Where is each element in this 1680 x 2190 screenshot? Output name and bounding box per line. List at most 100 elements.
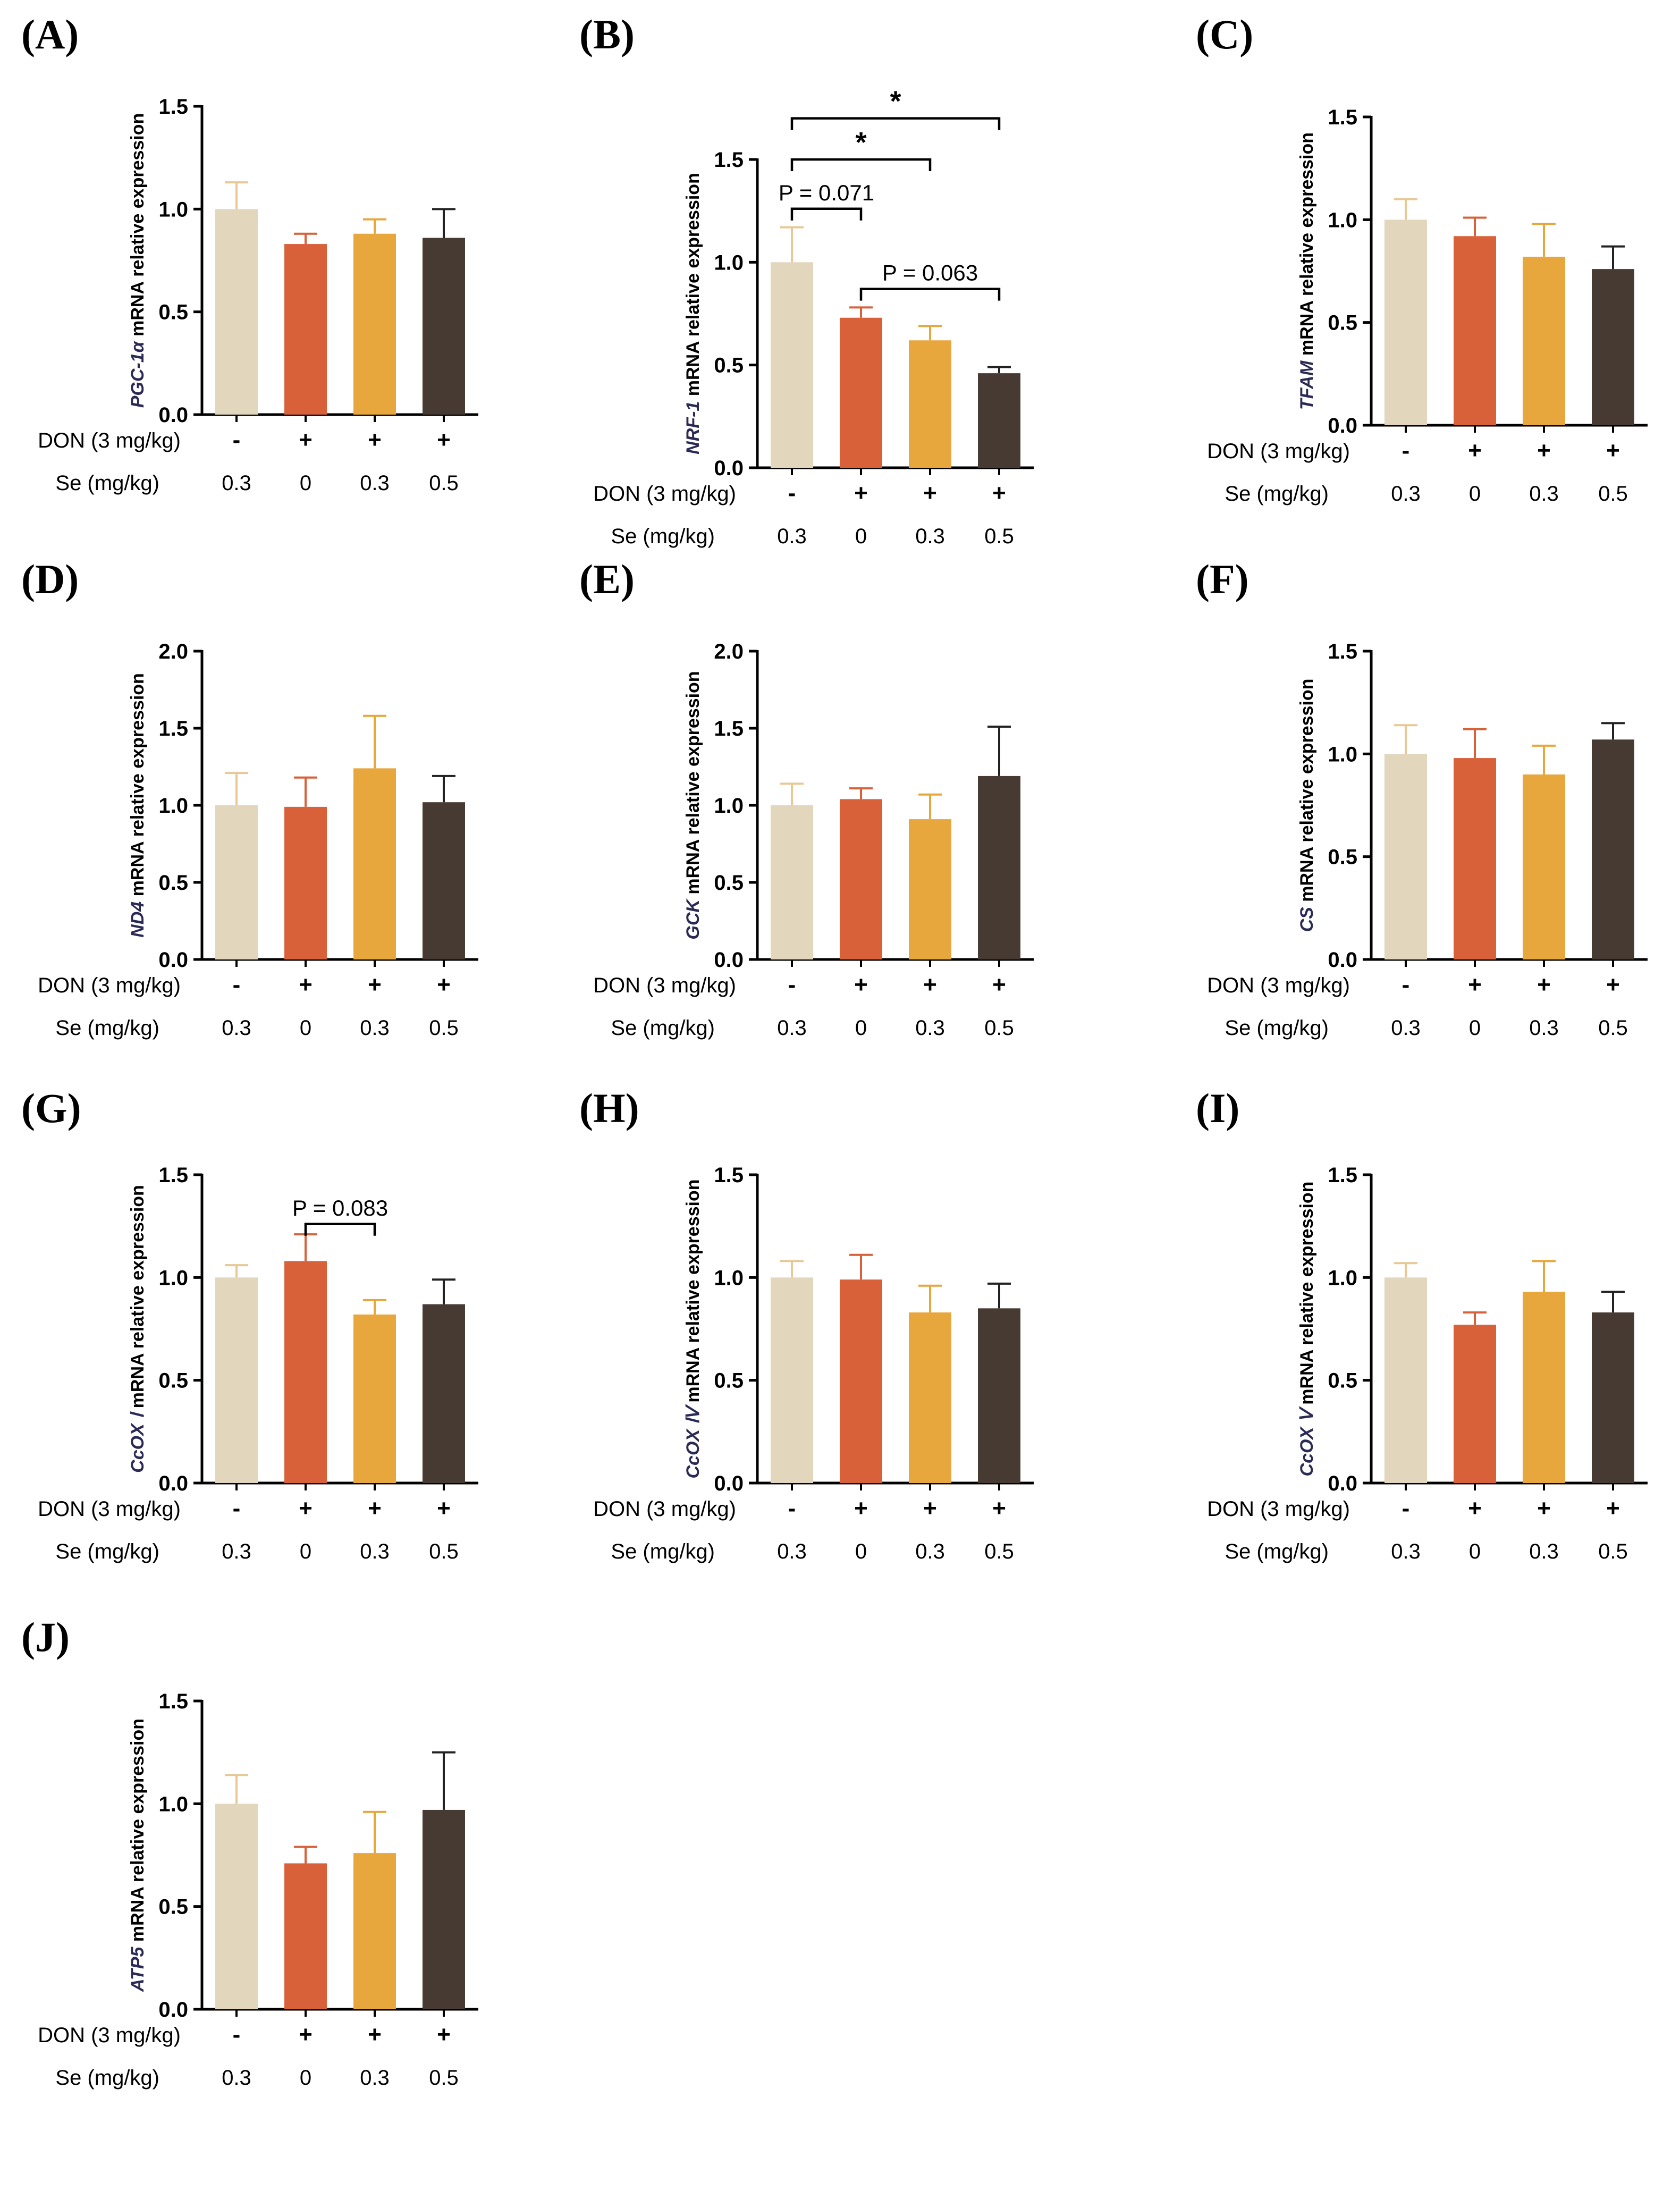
y-tick-label: 1.0: [1328, 743, 1357, 766]
panel-label: (D): [21, 556, 79, 602]
bar: [284, 1261, 327, 1483]
se-level: 0.3: [915, 525, 945, 548]
y-tick-label: 0.5: [714, 871, 744, 895]
don-mark: +: [992, 972, 1006, 998]
bar: [1592, 269, 1634, 425]
don-mark: +: [1606, 972, 1620, 998]
don-mark: +: [299, 2021, 313, 2048]
se-row-label: Se (mg/kg): [611, 1016, 715, 1040]
bar: [1454, 758, 1496, 959]
y-axis-label: CcOX Ⅴ mRNA relative expression: [1297, 1182, 1317, 1477]
don-mark: +: [1537, 437, 1551, 464]
chart-panel: 0.0 0.5 1.0 1.5 ATP5 mRNA relative expressio…: [38, 1690, 478, 2090]
don-mark: +: [992, 1495, 1006, 1521]
se-level: 0.5: [1598, 482, 1628, 506]
gene-name: ATP5: [128, 1947, 148, 1992]
se-level: 0.3: [1529, 482, 1559, 506]
chart-panel: 0.0 0.5 1.0 1.5 2.0 ND4 mRNA relative express…: [38, 640, 478, 1040]
don-row-label: DON (3 mg/kg): [38, 1497, 181, 1521]
panel-label: (G): [21, 1085, 81, 1131]
y-tick-label: 1.5: [1328, 640, 1357, 663]
chart-panel: 0.0 0.5 1.0 1.5 2.0 GCK mRNA relative express…: [593, 640, 1034, 1040]
bar: [1592, 739, 1634, 959]
don-mark: +: [368, 972, 382, 998]
se-level: 0.3: [1391, 1540, 1421, 1563]
y-tick-label: 0.0: [158, 1998, 188, 2021]
y-tick-label: 2.0: [158, 640, 188, 663]
don-row-label: DON (3 mg/kg): [593, 974, 736, 997]
gene-name: PGC-1α: [128, 340, 148, 408]
y-tick-label: 1.5: [158, 717, 188, 740]
significance-label: *: [890, 86, 901, 117]
don-mark: +: [1537, 1495, 1551, 1521]
panel-label: (H): [579, 1085, 639, 1131]
y-tick-label: 0.0: [714, 457, 744, 480]
bar: [909, 1312, 951, 1483]
chart-panel: 0.0 0.5 1.0 1.5 TFAM mRNA relative expressio…: [1207, 106, 1648, 506]
se-level: 0.3: [222, 2066, 251, 2090]
y-tick-label: 1.5: [714, 148, 744, 172]
panel-label: (C): [1196, 11, 1254, 57]
significance-label: P = 0.083: [292, 1195, 388, 1220]
panel-label: (F): [1196, 556, 1249, 602]
gene-name: ND4: [128, 902, 148, 938]
gene-name: TFAM: [1297, 360, 1317, 410]
significance-bracket: [790, 117, 1001, 130]
se-level: 0: [855, 525, 867, 548]
se-level: 0.5: [429, 1016, 459, 1040]
don-mark: +: [368, 1495, 382, 1521]
bar: [1454, 1325, 1496, 1483]
don-mark: +: [437, 972, 451, 998]
se-level: 0: [300, 471, 311, 495]
bar: [771, 1277, 813, 1483]
don-mark: -: [1402, 1495, 1410, 1521]
significance-label: *: [855, 127, 866, 158]
bar: [423, 238, 465, 415]
y-tick-label: 1.0: [158, 794, 188, 818]
y-tick-label: 1.5: [714, 1164, 744, 1187]
y-tick-label: 1.0: [1328, 208, 1357, 232]
y-axis-label-suffix: mRNA relative expression: [128, 1719, 148, 1947]
bar: [353, 1853, 396, 2009]
don-mark: -: [788, 480, 796, 506]
se-level: 0.5: [984, 1540, 1014, 1563]
bar: [1523, 256, 1565, 425]
don-mark: +: [299, 972, 313, 998]
se-level: 0: [855, 1540, 867, 1563]
bar: [1592, 1312, 1634, 1483]
se-level: 0.3: [222, 1540, 251, 1563]
don-row-label: DON (3 mg/kg): [1207, 1497, 1350, 1521]
don-mark: -: [233, 1495, 241, 1521]
se-level: 0.3: [777, 1016, 807, 1040]
y-axis-label-suffix: mRNA relative expression: [1297, 679, 1317, 907]
gene-name: GCK: [683, 898, 703, 940]
y-axis-label: CS mRNA relative expression: [1297, 679, 1317, 932]
y-axis-label-suffix: mRNA relative expression: [683, 173, 703, 401]
se-level: 0.3: [222, 471, 251, 495]
bar: [1454, 236, 1496, 425]
don-mark: +: [437, 2021, 451, 2048]
bar: [353, 1314, 396, 1483]
y-tick-label: 0.0: [158, 403, 188, 427]
don-mark: +: [1468, 972, 1482, 998]
bar: [978, 1308, 1020, 1483]
don-mark: -: [233, 2021, 241, 2048]
bar: [1384, 220, 1427, 425]
y-tick-label: 0.0: [158, 948, 188, 972]
don-mark: +: [854, 972, 868, 998]
se-level: 0.3: [777, 525, 807, 548]
bar: [215, 1804, 258, 2009]
se-level: 0: [300, 2066, 311, 2090]
y-axis-label: TFAM mRNA relative expression: [1297, 132, 1317, 410]
bar: [284, 806, 327, 959]
se-level: 0.3: [777, 1540, 807, 1563]
panel-label: (E): [579, 556, 635, 602]
significance-bracket: [790, 158, 932, 171]
y-axis-label-suffix: mRNA relative expression: [128, 673, 148, 902]
y-axis-label: ND4 mRNA relative expression: [128, 673, 148, 938]
bar: [840, 1279, 882, 1483]
gene-name: CS: [1297, 907, 1317, 932]
se-level: 0.3: [1529, 1016, 1559, 1040]
bar: [353, 768, 396, 959]
se-level: 0: [855, 1016, 867, 1040]
